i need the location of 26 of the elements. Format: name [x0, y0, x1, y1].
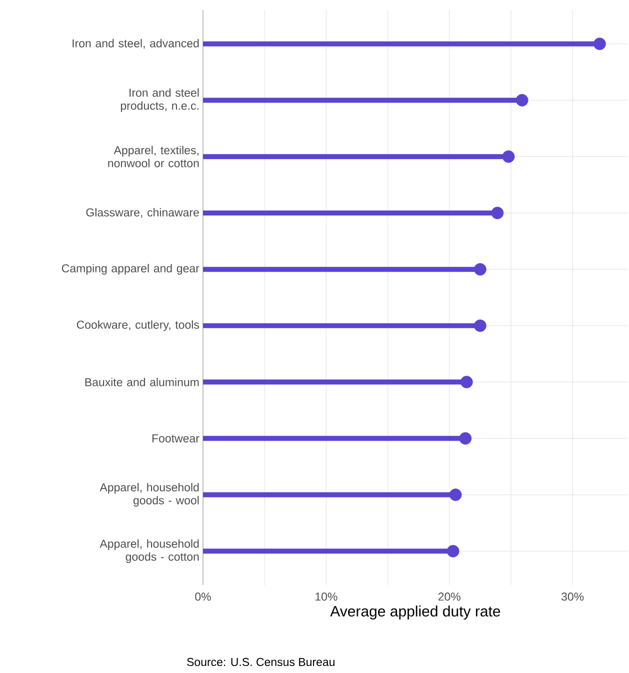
point [516, 94, 528, 106]
x-tick-label: 20% [438, 592, 460, 601]
point [474, 319, 486, 332]
y-tick-label: Glassware, chinaware [86, 208, 199, 218]
y-tick-label: Apparel, household goods - cotton [100, 539, 199, 564]
point [593, 38, 606, 50]
y-tick-label: Iron and steel products, n.e.c. [120, 88, 199, 112]
y-tick-label: Apparel, textiles, nonwool or cotton [108, 146, 199, 168]
x-axis-title: Average applied duty rate [330, 606, 500, 620]
y-tick-label: Cookware, cutlery, tools [76, 320, 200, 332]
x-tick-label: 30% [561, 592, 584, 601]
point [459, 432, 472, 445]
point [446, 544, 460, 558]
y-tick-label: Apparel, household goods - wool [100, 482, 199, 507]
x-tick-label: 10% [316, 592, 338, 601]
point [491, 206, 504, 220]
point [449, 488, 462, 501]
point [502, 150, 515, 163]
y-tick-label: Camping apparel and gear [62, 264, 200, 275]
point [474, 263, 486, 276]
y-tick-label: Bauxite and aluminum [85, 378, 199, 386]
y-tick-label: Iron and steel, advanced [72, 38, 199, 49]
x-tick-label: 0% [195, 592, 211, 601]
y-tick-label: Footwear [152, 434, 200, 442]
point [460, 376, 473, 388]
source-note: Source: U.S. Census Bureau [187, 658, 334, 666]
